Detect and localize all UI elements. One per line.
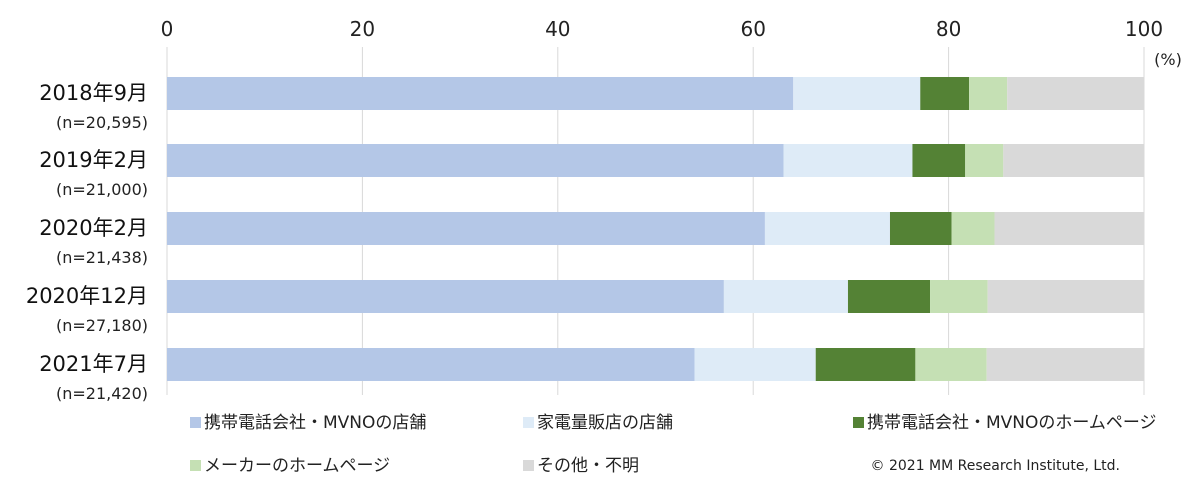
bar-segment	[815, 348, 916, 381]
sample-size-label: (n=20,595)	[56, 113, 148, 132]
x-tick-label: 40	[545, 17, 570, 41]
x-axis: 0 20 40 60 80 100	[161, 17, 1163, 41]
category-label: 2021年7月	[39, 352, 148, 376]
x-tick-label: 60	[740, 17, 765, 41]
bar-segment	[915, 348, 987, 381]
bar-segment	[930, 280, 988, 313]
bar-segment	[167, 280, 724, 313]
x-axis-unit-label: (%)	[1154, 50, 1182, 69]
bar-segment	[793, 77, 921, 110]
legend-swatch	[853, 417, 864, 428]
legend-label: 携帯電話会社・MVNOの店舗	[204, 413, 426, 433]
bar-segment	[764, 212, 890, 245]
sample-size-label: (n=21,000)	[56, 180, 148, 199]
legend: 携帯電話会社・MVNOの店舗 家電量販店の店舗 携帯電話会社・MVNOのホームページ…	[190, 413, 1157, 476]
bar-segment	[965, 144, 1004, 177]
category-label: 2018年9月	[39, 81, 148, 105]
copyright-text: © 2021 MM Research Institute, Ltd.	[871, 458, 1120, 474]
bar-segment	[847, 280, 931, 313]
bar-segment	[167, 144, 784, 177]
legend-label: メーカーのホームページ	[204, 456, 390, 476]
bar-segment	[694, 348, 816, 381]
bar-segment	[969, 77, 1008, 110]
bar-segment	[783, 144, 913, 177]
category-label: 2020年2月	[39, 216, 148, 240]
x-tick-label: 100	[1125, 17, 1163, 41]
bar-segment	[167, 212, 765, 245]
legend-swatch	[523, 460, 534, 471]
legend-swatch	[190, 460, 201, 471]
legend-label: 携帯電話会社・MVNOのホームページ	[867, 413, 1157, 433]
bar-segment	[1007, 77, 1144, 110]
legend-swatch	[190, 417, 201, 428]
x-tick-label: 0	[161, 17, 174, 41]
bar-segment	[167, 348, 695, 381]
y-axis-categories: 2018年9月 (n=20,595) 2019年2月 (n=21,000) 2020年2…	[26, 81, 148, 403]
bar-segment	[723, 280, 848, 313]
bar-segment	[167, 77, 794, 110]
sample-size-label: (n=27,180)	[56, 316, 148, 335]
bar-segment	[994, 212, 1144, 245]
x-tick-label: 80	[936, 17, 961, 41]
sample-size-label: (n=21,420)	[56, 384, 148, 403]
legend-label: その他・不明	[537, 456, 639, 476]
bar-segment	[1003, 144, 1144, 177]
bar-segment	[920, 77, 970, 110]
bar-segment	[889, 212, 952, 245]
legend-label: 家電量販店の店舗	[537, 413, 673, 433]
sample-size-label: (n=21,438)	[56, 248, 148, 267]
bars	[167, 77, 1144, 381]
bar-segment	[986, 348, 1144, 381]
legend-swatch	[523, 417, 534, 428]
category-label: 2019年2月	[39, 148, 148, 172]
bar-segment	[951, 212, 995, 245]
bar-segment	[987, 280, 1144, 313]
x-tick-label: 20	[350, 17, 375, 41]
bar-segment	[912, 144, 966, 177]
category-label: 2020年12月	[26, 284, 148, 308]
